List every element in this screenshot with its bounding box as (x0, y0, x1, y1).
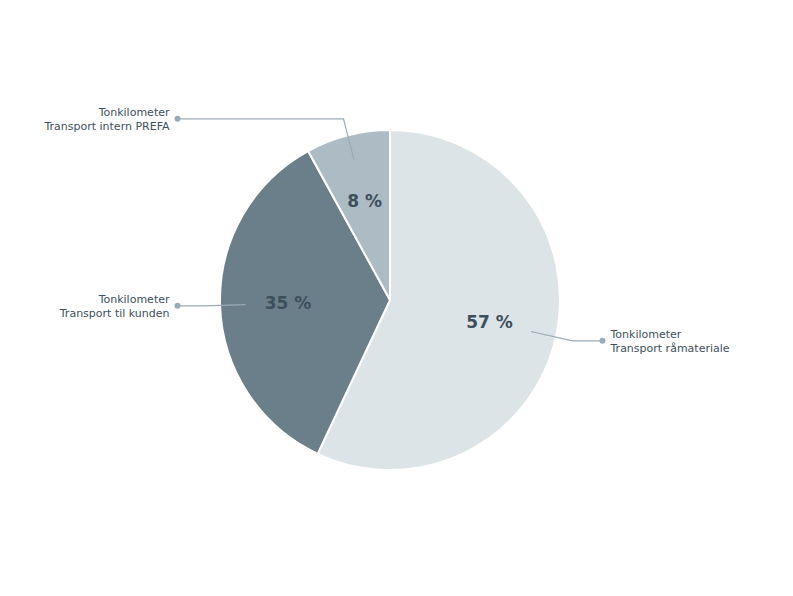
slice-annotation: TonkilometerTransport intern PREFA (43, 105, 170, 132)
annotation-line: Tonkilometer (98, 292, 170, 305)
data-label: 8 % (347, 191, 382, 211)
annotation-line: Tonkilometer (98, 105, 170, 118)
callout-line (178, 119, 355, 160)
callout-dot (175, 116, 181, 122)
callout-dot (175, 303, 181, 309)
callout-dot (600, 338, 606, 344)
callout-line (178, 305, 246, 306)
chart: 57 %35 %8 %TonkilometerTransport råmater… (0, 0, 793, 596)
annotation-line: Tonkilometer (610, 327, 682, 340)
pie-slice (220, 151, 390, 454)
pie: 57 %35 %8 %TonkilometerTransport råmater… (43, 105, 729, 470)
slice-annotation: TonkilometerTransport til kunden (59, 292, 170, 319)
callout-line (531, 332, 602, 341)
annotation-line: Transport råmateriale (610, 341, 730, 354)
data-label: 35 % (265, 293, 312, 313)
annotation-line: Transport intern PREFA (43, 119, 170, 132)
pie-slice (308, 130, 390, 300)
annotation-line: Transport til kunden (59, 306, 170, 319)
callouts: TonkilometerTransport råmaterialeTonkilo… (43, 105, 729, 354)
slice-annotation: TonkilometerTransport råmateriale (610, 327, 730, 354)
data-label: 57 % (466, 312, 513, 332)
